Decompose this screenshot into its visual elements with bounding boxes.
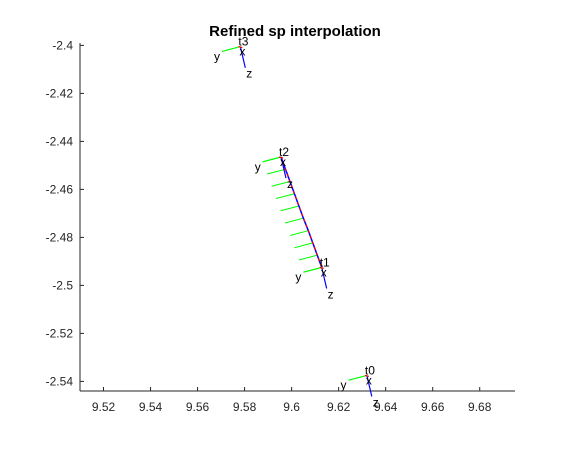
y-tick-label: -2.42 xyxy=(46,86,74,100)
interpolated-y-axis xyxy=(275,193,295,200)
interpolated-y-axis xyxy=(271,180,291,187)
frame-label: t2 xyxy=(279,145,289,159)
frame-z-axis xyxy=(239,46,246,68)
frame-z-label: z xyxy=(373,396,379,410)
interpolated-y-axis xyxy=(298,254,318,261)
frame-t1: t1x y z xyxy=(295,255,333,301)
y-tick-label: -2.52 xyxy=(46,326,74,340)
interpolated-y-axis xyxy=(280,205,300,212)
x-tick-label: 9.68 xyxy=(468,400,492,414)
x-tick-label: 9.52 xyxy=(92,400,116,414)
frame-z-axis xyxy=(366,375,373,397)
frame-label: t0 xyxy=(365,363,375,377)
frame-y-axis xyxy=(348,374,368,381)
chart-title: Refined sp interpolation xyxy=(209,23,381,40)
frame-y-label: y xyxy=(295,270,301,284)
frame-x-axis xyxy=(364,374,370,377)
x-tick-label: 9.62 xyxy=(327,400,351,414)
y-tick-label: -2.46 xyxy=(46,182,74,196)
x-tick-label: 9.64 xyxy=(374,400,398,414)
frame-x-label: x xyxy=(321,265,327,279)
frame-z-label: z xyxy=(328,288,334,302)
x-tick-label: 9.56 xyxy=(186,400,210,414)
interpolated-z-line xyxy=(280,156,323,268)
frame-z-label: z xyxy=(287,177,293,191)
frame-z-axis xyxy=(321,267,328,289)
interpolated-y-axis xyxy=(294,242,313,249)
frame-y-label: y xyxy=(341,378,347,392)
interpolated-path-line xyxy=(280,156,323,268)
frame-label: t3 xyxy=(238,35,248,49)
x-tick-label: 9.6 xyxy=(283,400,300,414)
y-tick-label: -2.54 xyxy=(46,374,74,388)
frame-x-label: x xyxy=(239,45,245,59)
frame-label: t1 xyxy=(320,255,330,269)
frame-y-label: y xyxy=(255,160,261,174)
interpolated-y-axis xyxy=(289,230,309,236)
frame-x-axis xyxy=(278,156,284,159)
frame-x-axis xyxy=(319,266,324,269)
frame-y-label: y xyxy=(214,49,220,63)
y-tick-label: -2.4 xyxy=(52,38,73,52)
frame-y-axis xyxy=(262,156,282,163)
frame-y-axis xyxy=(221,46,241,52)
frame-z-axis xyxy=(280,156,287,179)
frame-t3: t3x y z xyxy=(214,35,252,81)
y-tick-label: -2.5 xyxy=(52,278,73,292)
interpolated-y-axis xyxy=(284,217,304,224)
frame-x-axis xyxy=(238,46,243,49)
x-tick-label: 9.58 xyxy=(233,400,257,414)
tick-labels: 9.52 9.54 9.56 9.58 9.6 9.62 9.64 9.66 9.68 -2.4 -… xyxy=(46,38,492,414)
interpolation-path xyxy=(262,156,323,273)
y-tick-label: -2.44 xyxy=(46,134,74,148)
frame-t2: t2x y z xyxy=(255,145,293,191)
frame-x-label: x xyxy=(280,155,286,169)
x-tick-label: 9.54 xyxy=(139,400,163,414)
y-tick-label: -2.48 xyxy=(46,230,74,244)
interpolated-y-axis xyxy=(267,168,286,175)
frame-t0: t0x y z xyxy=(341,363,379,409)
frame-z-label: z xyxy=(246,67,252,81)
frame-x-label: x xyxy=(366,373,372,387)
x-tick-label: 9.66 xyxy=(421,400,445,414)
axes xyxy=(79,43,515,392)
frame-y-axis xyxy=(303,266,322,273)
